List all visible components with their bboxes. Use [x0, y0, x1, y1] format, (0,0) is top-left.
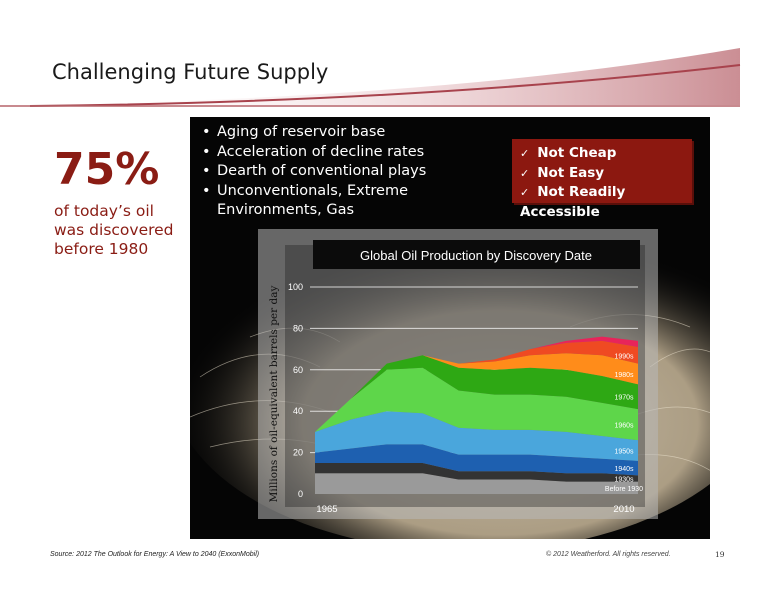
y-axis-label: Millions of oil-equivalent barrels per d… [268, 286, 280, 503]
area-series [315, 355, 638, 432]
stat-callout: 75% of today’s oil was discovered before… [54, 148, 184, 259]
bullet-list: Aging of reservoir base Acceleration of … [200, 123, 480, 221]
page-number: 19 [715, 550, 725, 559]
series-label: 1980s [614, 372, 634, 379]
stat-percentage: 75% [54, 144, 160, 195]
series-label: 1940s [614, 466, 634, 473]
checklist-label: Not Easy [537, 164, 605, 181]
series-label: 1990s [614, 353, 634, 360]
x-tick-label: 2010 [613, 504, 634, 515]
checklist-item: ✓ Not Readily Accessible [520, 183, 692, 222]
bullet-item: Dearth of conventional plays [200, 162, 480, 182]
chart-title-bar [313, 240, 640, 269]
chart-title: Global Oil Production by Discovery Date [360, 248, 592, 263]
area-series [315, 367, 638, 441]
bullet-item: Unconventionals, Extreme Environments, G… [200, 182, 480, 221]
check-icon: ✓ [520, 166, 530, 180]
source-note: Source: 2012 The Outlook for Energy: A V… [50, 551, 260, 558]
check-icon: ✓ [520, 147, 530, 160]
area-series [315, 411, 638, 461]
series-label: 1970s [614, 395, 634, 402]
y-tick-label: 0 [298, 489, 303, 499]
series-label: 1930s [614, 476, 634, 483]
check-icon: ✓ [520, 186, 530, 199]
checklist-item: ✓ Not Cheap [520, 144, 692, 164]
bullet-item: Aging of reservoir base [200, 123, 480, 143]
area-series [315, 353, 638, 432]
stat-description: of today’s oil was discovered before 198… [54, 202, 174, 258]
y-tick-label: 40 [293, 406, 303, 416]
y-tick-label: 20 [293, 448, 303, 458]
checklist-item: ✓ Not Easy [520, 164, 692, 184]
checklist-box: ✓ Not Cheap ✓ Not Easy ✓ Not Readily Access… [512, 139, 692, 220]
oil-production-chart: Global Oil Production by Discovery Date 0… [258, 229, 658, 519]
area-series [315, 462, 638, 482]
header-swoosh [0, 48, 741, 107]
area-series [315, 444, 638, 476]
slide-title: Challenging Future Supply [52, 60, 329, 84]
area-series [315, 473, 638, 494]
series-label: 1960s [614, 423, 634, 430]
y-tick-label: 80 [293, 323, 303, 333]
bullet-item: Acceleration of decline rates [200, 143, 480, 163]
series-label: 1950s [614, 449, 634, 456]
area-series [315, 340, 638, 432]
y-tick-label: 60 [293, 365, 303, 375]
checklist-label: Not Cheap [537, 145, 617, 161]
checklist-label: Not Readily Accessible [520, 184, 626, 220]
x-tick-label: 1965 [316, 504, 337, 515]
copyright-note: © 2012 Weatherford. All rights reserved. [546, 551, 671, 558]
y-tick-label: 100 [288, 282, 303, 292]
series-label: Before 1930 [605, 486, 643, 493]
